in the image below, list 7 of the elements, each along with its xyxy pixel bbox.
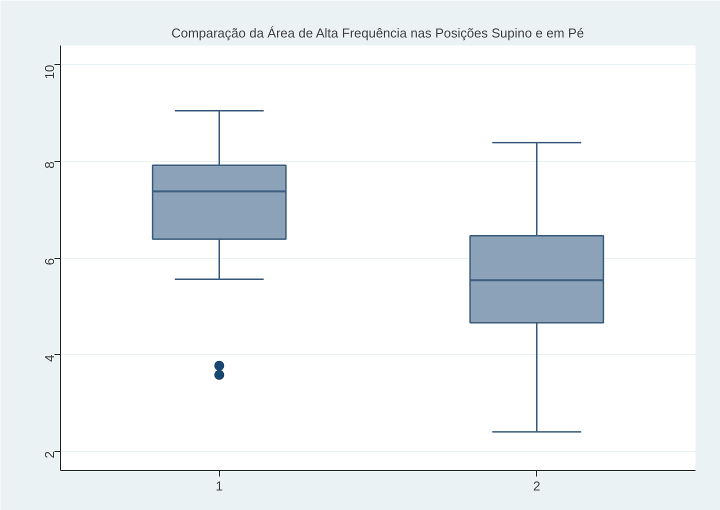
x-tick-label: 1 [216, 478, 223, 494]
chart-title: Comparação da Área de Alta Frequência nas Posições Supino e em Pé [171, 26, 584, 40]
y-tick-label: 6 [42, 258, 57, 266]
y-tick-label: 2 [42, 451, 57, 458]
y-tick-label: 4 [42, 354, 57, 362]
y-tick-label: 10 [42, 64, 57, 80]
y-tick-label: 8 [42, 161, 57, 169]
